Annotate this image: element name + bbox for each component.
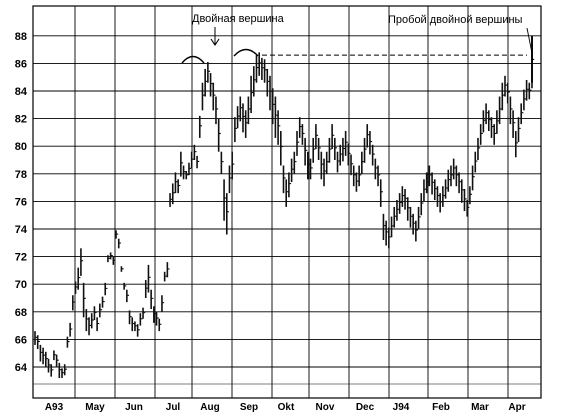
y-tick-label: 68	[15, 307, 27, 319]
annotation-breakout: Пробой двойной вершины	[388, 14, 523, 26]
x-tick-label: Apr	[508, 402, 525, 413]
x-tick-label: May	[85, 402, 105, 413]
x-tick-label: Feb	[432, 402, 450, 413]
double-top-arc-2	[233, 48, 259, 57]
y-tick-label: 86	[15, 58, 27, 70]
x-tick-label: Jul	[166, 402, 181, 413]
double-top-arc-1	[181, 55, 205, 64]
x-tick-label: Nov	[316, 402, 335, 413]
annotation-layer: Двойная вершина Пробой двойной вершины	[181, 13, 533, 83]
price-bars	[34, 35, 535, 379]
x-tick-label: Mar	[471, 402, 489, 413]
y-tick-label: 70	[15, 279, 27, 291]
plot-frame	[32, 5, 542, 399]
y-axis-ticks: 64 66 68 70 72 74 76 78 80 82 84 86 88	[15, 31, 28, 374]
x-tick-label: A93	[45, 402, 64, 413]
y-tick-label: 66	[15, 334, 27, 346]
x-axis-ticks: A93 May Jun Jul Aug Sep Okt Nov Dec J94 Feb Mar Apr	[45, 402, 526, 413]
x-tick-label: J94	[393, 402, 410, 413]
y-tick-label: 80	[15, 141, 27, 153]
x-tick-label: Jun	[125, 402, 143, 413]
y-tick-label: 88	[15, 31, 27, 43]
double-top-arrow-head	[210, 38, 220, 46]
y-tick-label: 84	[15, 86, 28, 98]
y-tick-label: 76	[15, 196, 27, 208]
grid-layer	[32, 5, 542, 399]
y-tick-label: 72	[15, 252, 27, 264]
y-tick-label: 78	[15, 169, 27, 181]
annotation-double-top: Двойная вершина	[192, 13, 285, 25]
y-tick-label: 82	[15, 114, 27, 126]
x-tick-label: Okt	[278, 402, 295, 413]
x-tick-label: Aug	[200, 402, 219, 413]
y-tick-label: 74	[15, 224, 28, 236]
x-tick-label: Sep	[240, 402, 258, 413]
x-tick-label: Dec	[356, 402, 375, 413]
y-tick-label: 64	[15, 362, 28, 374]
